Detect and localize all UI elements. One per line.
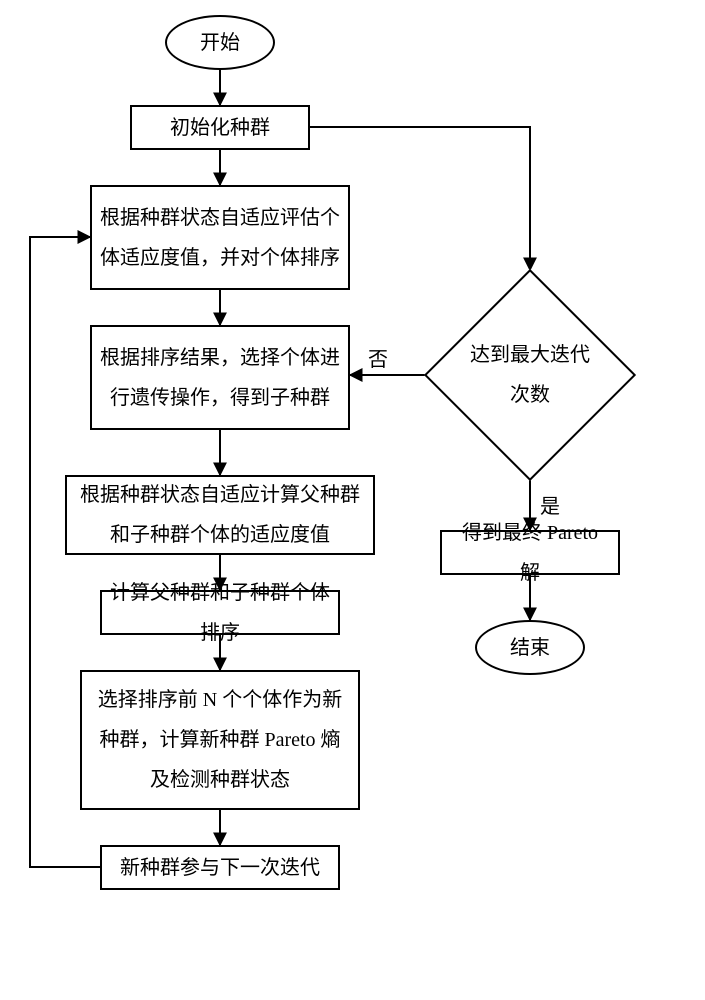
node-pareto-label: 得到最终 Pareto 解	[450, 513, 610, 593]
node-start-label: 开始	[200, 23, 240, 63]
node-end: 结束	[475, 620, 585, 675]
node-eval-label: 根据种群状态自适应评估个体适应度值，并对个体排序	[100, 198, 340, 278]
node-maxiter-label: 达到最大迭代次数	[470, 344, 590, 406]
node-fitness-label: 根据种群状态自适应计算父种群和子种群个体的适应度值	[75, 475, 365, 555]
node-pareto: 得到最终 Pareto 解	[440, 530, 620, 575]
node-fitness: 根据种群状态自适应计算父种群和子种群个体的适应度值	[65, 475, 375, 555]
node-start: 开始	[165, 15, 275, 70]
node-select-label: 根据排序结果，选择个体进行遗传操作，得到子种群	[100, 338, 340, 418]
node-init: 初始化种群	[130, 105, 310, 150]
node-next: 新种群参与下一次迭代	[100, 845, 340, 890]
node-maxiter: 达到最大迭代次数	[424, 269, 636, 481]
edge-label-no: 否	[368, 343, 388, 372]
node-rank: 计算父种群和子种群个体排序	[100, 590, 340, 635]
node-select: 根据排序结果，选择个体进行遗传操作，得到子种群	[90, 325, 350, 430]
node-rank-label: 计算父种群和子种群个体排序	[110, 573, 330, 653]
node-end-label: 结束	[510, 628, 550, 668]
edge-label-yes: 是	[540, 490, 560, 519]
node-topn: 选择排序前 N 个个体作为新种群，计算新种群 Pareto 熵及检测种群状态	[80, 670, 360, 810]
node-eval: 根据种群状态自适应评估个体适应度值，并对个体排序	[90, 185, 350, 290]
node-init-label: 初始化种群	[170, 108, 270, 148]
node-next-label: 新种群参与下一次迭代	[120, 848, 320, 888]
node-topn-label: 选择排序前 N 个个体作为新种群，计算新种群 Pareto 熵及检测种群状态	[90, 680, 350, 800]
